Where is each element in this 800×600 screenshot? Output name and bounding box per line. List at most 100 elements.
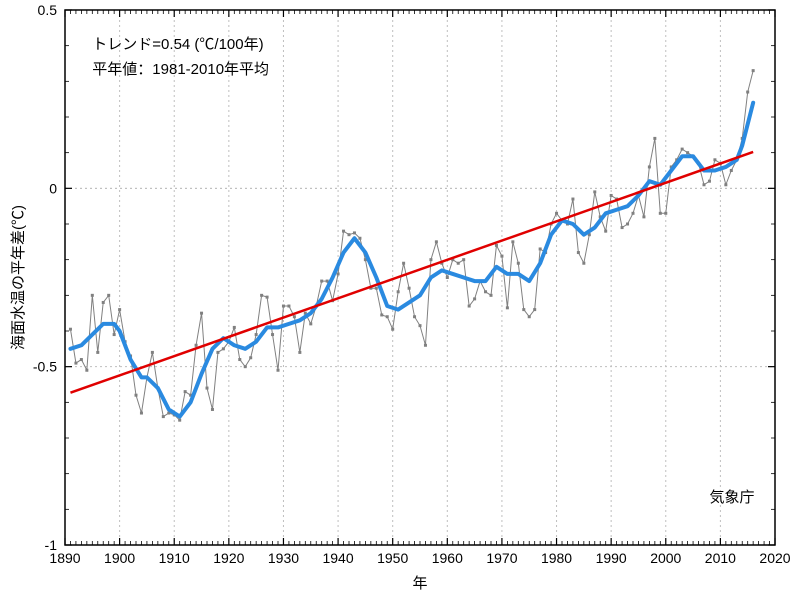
raw-point: [681, 148, 684, 151]
raw-point: [271, 333, 274, 336]
raw-point: [424, 344, 427, 347]
raw-point: [533, 308, 536, 311]
raw-point: [222, 347, 225, 350]
raw-point: [577, 251, 580, 254]
raw-point: [151, 351, 154, 354]
annotation-2: 気象庁: [709, 489, 754, 506]
y-tick-label: 0: [49, 180, 57, 196]
raw-point: [244, 365, 247, 368]
x-tick-label: 2020: [759, 550, 790, 566]
annotation-1: 平年値：1981-2010年平均: [92, 61, 269, 78]
raw-point: [686, 151, 689, 154]
x-tick-label: 1900: [104, 550, 135, 566]
raw-point: [419, 324, 422, 327]
raw-point: [375, 287, 378, 290]
x-tick-label: 1920: [213, 550, 244, 566]
raw-point: [730, 169, 733, 172]
raw-point: [195, 344, 198, 347]
raw-point: [102, 301, 105, 304]
raw-point: [604, 230, 607, 233]
y-tick-label: -1: [45, 537, 58, 553]
x-tick-label: 1980: [541, 550, 572, 566]
raw-point: [610, 194, 613, 197]
raw-point: [511, 240, 514, 243]
raw-point: [287, 305, 290, 308]
raw-point: [593, 190, 596, 193]
y-axis-label: 海面水温の平年差(℃): [10, 205, 27, 350]
raw-point: [490, 294, 493, 297]
raw-point: [96, 351, 99, 354]
raw-point: [659, 212, 662, 215]
raw-point: [506, 306, 509, 309]
raw-point: [348, 233, 351, 236]
raw-point: [391, 328, 394, 331]
x-tick-label: 1970: [486, 550, 517, 566]
raw-point: [724, 183, 727, 186]
raw-point: [113, 333, 116, 336]
raw-point: [298, 351, 301, 354]
raw-point: [162, 415, 165, 418]
raw-point: [320, 280, 323, 283]
raw-point: [107, 294, 110, 297]
chart-svg: 1890190019101920193019401950196019701980…: [0, 0, 800, 600]
raw-point: [238, 358, 241, 361]
raw-point: [495, 244, 498, 247]
x-axis-label: 年: [412, 575, 427, 592]
raw-point: [408, 287, 411, 290]
x-tick-label: 1990: [596, 550, 627, 566]
raw-point: [74, 362, 77, 365]
x-tick-label: 2010: [705, 550, 736, 566]
annotation-0: トレンド=0.54 (℃/100年): [92, 36, 263, 53]
raw-point: [216, 351, 219, 354]
raw-point: [69, 328, 72, 331]
raw-point: [206, 387, 209, 390]
raw-point: [632, 212, 635, 215]
raw-point: [473, 297, 476, 300]
raw-point: [517, 262, 520, 265]
raw-point: [277, 369, 280, 372]
raw-point: [446, 276, 449, 279]
raw-point: [255, 333, 258, 336]
raw-point: [713, 158, 716, 161]
raw-point: [211, 408, 214, 411]
raw-point: [435, 240, 438, 243]
raw-point: [429, 258, 432, 261]
y-tick-label: 0.5: [38, 2, 58, 18]
sst-anomaly-chart: 1890190019101920193019401950196019701980…: [0, 0, 800, 600]
raw-point: [135, 394, 138, 397]
raw-point: [358, 237, 361, 240]
raw-point: [184, 390, 187, 393]
raw-point: [664, 212, 667, 215]
x-tick-label: 1930: [268, 550, 299, 566]
raw-point: [626, 223, 629, 226]
raw-point: [653, 137, 656, 140]
raw-point: [178, 419, 181, 422]
raw-point: [249, 356, 252, 359]
y-tick-label: -0.5: [33, 359, 57, 375]
raw-point: [746, 91, 749, 94]
raw-point: [91, 294, 94, 297]
raw-point: [703, 183, 706, 186]
raw-point: [266, 296, 269, 299]
raw-point: [85, 369, 88, 372]
raw-point: [397, 290, 400, 293]
raw-point: [500, 255, 503, 258]
raw-point: [309, 322, 312, 325]
raw-point: [555, 212, 558, 215]
raw-point: [342, 230, 345, 233]
x-tick-label: 1950: [377, 550, 408, 566]
raw-point: [413, 315, 416, 318]
x-tick-label: 1940: [322, 550, 353, 566]
raw-point: [457, 262, 460, 265]
x-tick-label: 1910: [159, 550, 190, 566]
raw-point: [140, 412, 143, 415]
raw-point: [462, 258, 465, 261]
raw-point: [80, 358, 83, 361]
raw-point: [539, 247, 542, 250]
raw-point: [522, 308, 525, 311]
raw-point: [118, 308, 121, 311]
raw-point: [642, 215, 645, 218]
raw-point: [708, 180, 711, 183]
raw-point: [484, 290, 487, 293]
raw-point: [571, 198, 574, 201]
